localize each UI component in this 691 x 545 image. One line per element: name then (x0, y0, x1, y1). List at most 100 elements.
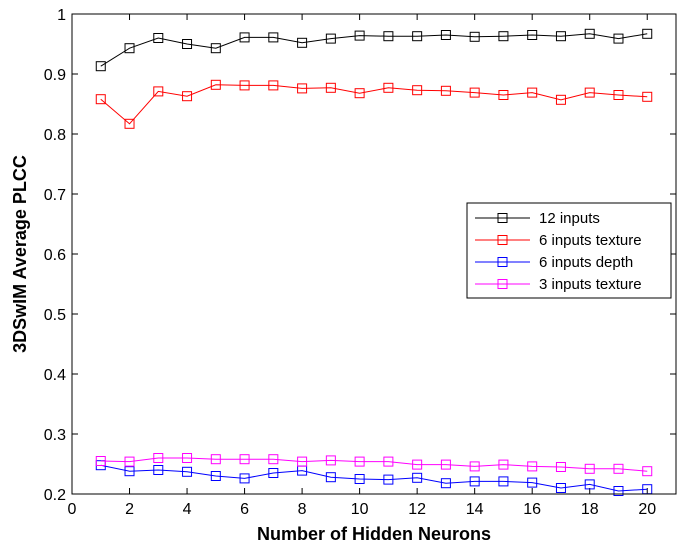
data-point-marker (642, 28, 653, 39)
data-point-marker (297, 37, 308, 48)
legend: 12 inputs 6 inputs texture 6 inputs depth 3… (466, 202, 672, 299)
data-point-marker (498, 90, 509, 100)
y-tick-label: 0.8 (44, 127, 66, 144)
data-point-marker (613, 463, 624, 474)
x-tick-label: 2 (125, 501, 134, 518)
data-point-marker (153, 86, 164, 97)
x-tick-label: 6 (240, 501, 249, 518)
data-point-marker (354, 474, 365, 484)
x-axis-label: Number of Hidden Neurons (257, 524, 491, 544)
data-point-marker (210, 43, 221, 54)
data-point-marker (325, 472, 336, 483)
data-point-marker (584, 87, 595, 98)
x-tick-label: 12 (408, 501, 426, 518)
x-tick-label: 18 (581, 501, 599, 518)
legend-box (466, 202, 672, 299)
axis-ticks: 0 2 4 6 8 10 12 14 16 18 20 0.2 0.3 0.4 0.5 0.6 0.7 0.8 0.… (44, 7, 676, 518)
data-point-marker (383, 82, 394, 93)
y-tick-label: 0.6 (44, 247, 66, 264)
data-point-marker (469, 31, 480, 42)
data-point-marker (613, 486, 624, 496)
x-tick-label: 20 (638, 501, 656, 518)
legend-swatch-marker (497, 257, 508, 267)
data-point-marker (297, 456, 308, 467)
x-tick-label: 10 (351, 501, 369, 518)
plot-frame (71, 13, 677, 495)
data-point-marker (412, 85, 423, 96)
data-point-marker (124, 466, 135, 477)
legend-swatch-marker (497, 213, 508, 223)
data-point-marker (153, 33, 164, 43)
data-point-marker (469, 476, 480, 487)
data-point-marker (354, 456, 365, 467)
data-point-marker (498, 459, 509, 470)
data-point-marker (440, 459, 451, 470)
data-point-marker (325, 82, 336, 93)
data-point-marker (555, 31, 566, 42)
data-point-marker (268, 468, 279, 478)
data-point-marker (412, 472, 423, 483)
y-axis-label: 3DSwIM Average PLCC (10, 155, 30, 353)
legend-label: 6 inputs depth (539, 254, 633, 271)
data-point-marker (584, 28, 595, 39)
data-point-marker (613, 90, 624, 100)
x-tick-label: 0 (68, 501, 77, 518)
data-point-marker (210, 79, 221, 90)
y-tick-label: 0.5 (44, 307, 66, 324)
data-point-marker (297, 83, 308, 94)
data-point-marker (239, 454, 250, 465)
data-point-marker (527, 461, 538, 472)
data-point-marker (268, 454, 279, 465)
data-point-marker (584, 463, 595, 474)
data-point-marker (95, 94, 106, 105)
data-point-marker (613, 33, 624, 44)
series-group (95, 28, 653, 496)
data-point-marker (555, 94, 566, 105)
data-point-marker (440, 85, 451, 96)
x-tick-label: 4 (183, 501, 192, 518)
data-point-marker (642, 466, 653, 477)
data-point-marker (124, 456, 135, 467)
legend-label: 6 inputs texture (539, 232, 642, 249)
data-point-marker (239, 80, 250, 91)
y-tick-label: 0.3 (44, 427, 66, 444)
data-point-marker (210, 454, 221, 465)
legend-swatch-marker (497, 235, 508, 245)
y-tick-label: 0.9 (44, 67, 66, 84)
data-point-marker (153, 465, 164, 475)
data-point-marker (182, 91, 193, 102)
data-point-marker (584, 479, 595, 490)
data-point-marker (325, 455, 336, 466)
x-tick-label: 16 (523, 501, 541, 518)
data-point-marker (498, 476, 509, 487)
data-point-marker (153, 453, 164, 463)
x-tick-label: 14 (466, 501, 484, 518)
data-point-marker (268, 32, 279, 43)
data-point-marker (124, 118, 135, 129)
data-point-marker (412, 459, 423, 470)
data-point-marker (469, 461, 480, 472)
x-tick-label: 8 (298, 501, 307, 518)
data-point-marker (95, 61, 106, 72)
data-point-marker (527, 30, 538, 40)
data-point-marker (325, 33, 336, 44)
data-point-marker (440, 478, 451, 489)
data-point-marker (642, 91, 653, 102)
data-point-marker (182, 453, 193, 463)
data-point-marker (354, 30, 365, 41)
data-point-marker (182, 39, 193, 49)
y-tick-label: 0.4 (44, 367, 66, 384)
data-point-marker (95, 456, 106, 466)
data-point-marker (469, 87, 480, 98)
y-tick-label: 1 (57, 7, 66, 24)
y-tick-label: 0.7 (44, 187, 66, 204)
data-point-marker (412, 31, 423, 42)
data-point-marker (383, 474, 394, 485)
data-point-marker (239, 32, 250, 43)
data-point-marker (182, 466, 193, 477)
data-point-marker (239, 473, 250, 484)
data-point-marker (383, 31, 394, 42)
data-point-marker (354, 88, 365, 99)
data-point-marker (383, 456, 394, 467)
